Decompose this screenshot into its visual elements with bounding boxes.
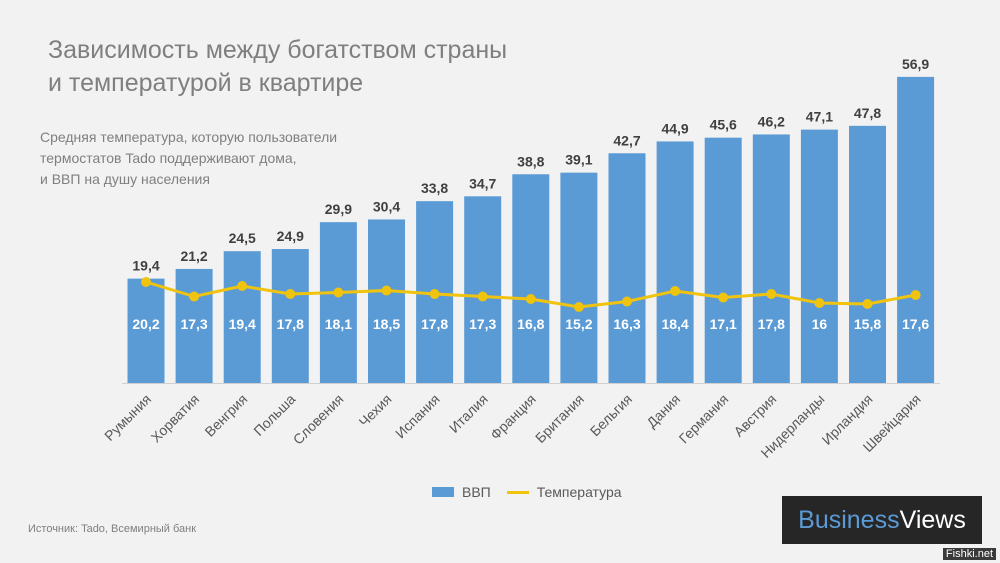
chart-title-line-1: Зависимость между богатством страны bbox=[48, 36, 508, 64]
source-note: Источник: Tado, Всемирный банк bbox=[28, 523, 197, 535]
temperature-point bbox=[189, 291, 200, 302]
gdp-bar bbox=[560, 172, 598, 383]
gdp-data-label: 38,8 bbox=[517, 153, 544, 169]
category-tick-label: Италия bbox=[446, 391, 491, 436]
temperature-point bbox=[766, 289, 777, 299]
temperature-point bbox=[237, 281, 248, 291]
temperature-data-label: 15,2 bbox=[565, 316, 592, 332]
temperature-point bbox=[573, 302, 584, 312]
chart-legend: ВВП Температура bbox=[432, 484, 622, 500]
gdp-data-label: 56,9 bbox=[902, 56, 929, 72]
temperature-point bbox=[910, 290, 921, 300]
temperature-data-label: 17,1 bbox=[710, 316, 737, 332]
gdp-data-label: 44,9 bbox=[661, 120, 688, 136]
temperature-point bbox=[862, 299, 873, 309]
temperature-data-label: 17,8 bbox=[277, 316, 304, 332]
logo-text-business: Business bbox=[798, 505, 900, 534]
temperature-data-label: 15,8 bbox=[854, 316, 881, 332]
gdp-data-label: 24,5 bbox=[229, 230, 256, 246]
subtitle-line-1: Средняя температура, которую пользовател… bbox=[40, 129, 338, 145]
category-tick-label: Бельгия bbox=[587, 391, 635, 439]
temperature-data-label: 19,4 bbox=[229, 316, 256, 332]
gdp-bar bbox=[752, 134, 790, 383]
legend-label-temperature: Температура bbox=[536, 484, 622, 500]
gdp-data-label: 24,9 bbox=[277, 228, 304, 244]
gdp-bar bbox=[849, 125, 886, 383]
category-tick-label: Венгрия bbox=[201, 391, 250, 440]
legend-label-gdp: ВВП bbox=[462, 484, 491, 500]
temperature-data-label: 16,8 bbox=[517, 316, 544, 332]
temperature-data-label: 17,6 bbox=[902, 316, 929, 332]
gdp-bar bbox=[464, 196, 502, 383]
temperature-data-label: 17,3 bbox=[469, 316, 496, 332]
gdp-bar bbox=[704, 137, 742, 383]
gdp-data-label: 47,1 bbox=[806, 109, 833, 125]
category-tick-label: Польша bbox=[250, 391, 298, 439]
temperature-data-label: 18,1 bbox=[325, 316, 352, 332]
temperature-point bbox=[141, 277, 151, 287]
gdp-data-label: 45,6 bbox=[710, 117, 737, 133]
gdp-data-label: 33,8 bbox=[421, 180, 448, 196]
gdp-bar bbox=[223, 251, 261, 383]
category-tick-label: Германия bbox=[676, 391, 732, 447]
temperature-point bbox=[814, 298, 825, 308]
temperature-data-label: 18,5 bbox=[373, 316, 400, 332]
category-tick-label: Словения bbox=[290, 391, 347, 448]
gdp-data-label: 19,4 bbox=[132, 258, 159, 274]
gdp-bar bbox=[512, 174, 550, 383]
subtitle-line-3: и ВВП на душу населения bbox=[40, 171, 210, 187]
gdp-data-label: 21,2 bbox=[180, 248, 207, 264]
subtitle-line-2: термостатов Tado поддерживают дома, bbox=[40, 150, 297, 166]
logo-text-views: Views bbox=[899, 505, 966, 534]
temperature-data-label: 17,3 bbox=[180, 316, 207, 332]
legend-swatch-gdp bbox=[432, 487, 454, 497]
temperature-data-label: 17,8 bbox=[421, 316, 448, 332]
gdp-bar bbox=[656, 141, 694, 383]
watermark: Fishki.net bbox=[942, 548, 996, 560]
gdp-data-label: 34,7 bbox=[469, 175, 496, 191]
chart-subtitle: Средняя температура, которую пользовател… bbox=[40, 127, 380, 190]
legend-swatch-temperature bbox=[506, 490, 529, 494]
gdp-data-label: 46,2 bbox=[758, 113, 785, 129]
chart-title-line-2: и температурой в квартире bbox=[48, 69, 364, 97]
temperature-data-label: 16,3 bbox=[613, 316, 640, 332]
temperature-point bbox=[285, 289, 296, 299]
category-tick-label: Австрия bbox=[730, 391, 779, 440]
gdp-bar bbox=[800, 129, 838, 383]
temperature-point bbox=[670, 286, 681, 296]
gdp-data-label: 42,7 bbox=[613, 132, 640, 148]
gdp-bar bbox=[127, 278, 165, 383]
category-tick-label: Британия bbox=[532, 391, 587, 446]
gdp-bar bbox=[368, 219, 405, 383]
gdp-data-label: 47,8 bbox=[854, 105, 881, 121]
category-tick-label: Испания bbox=[392, 391, 443, 442]
temperature-point bbox=[333, 287, 344, 298]
temperature-point bbox=[622, 296, 632, 307]
category-tick-label: Чехия bbox=[356, 391, 395, 430]
temperature-data-label: 16 bbox=[812, 316, 828, 332]
gdp-data-label: 39,1 bbox=[565, 152, 592, 168]
temperature-point bbox=[429, 289, 440, 299]
businessviews-logo: Business Views bbox=[782, 496, 982, 544]
temperature-point bbox=[525, 294, 536, 304]
gdp-data-label: 30,4 bbox=[373, 198, 400, 214]
gdp-bar bbox=[608, 153, 646, 383]
temperature-data-label: 17,8 bbox=[758, 316, 785, 332]
category-tick-label: Хорватия bbox=[148, 391, 203, 446]
temperature-point bbox=[718, 292, 729, 303]
gdp-bar bbox=[175, 268, 213, 383]
category-tick-label: Дания bbox=[643, 391, 683, 431]
gdp-data-label: 29,9 bbox=[325, 201, 352, 217]
temperature-point bbox=[381, 285, 392, 296]
category-tick-label: Румыния bbox=[101, 391, 154, 444]
gdp-bar bbox=[319, 222, 357, 383]
chart-title: Зависимость между богатством страны и те… bbox=[48, 34, 608, 100]
temperature-data-label: 20,2 bbox=[132, 316, 159, 332]
gdp-bar bbox=[271, 249, 309, 383]
temperature-point bbox=[477, 291, 488, 302]
temperature-data-label: 18,4 bbox=[661, 316, 688, 332]
gdp-bar bbox=[897, 76, 935, 384]
